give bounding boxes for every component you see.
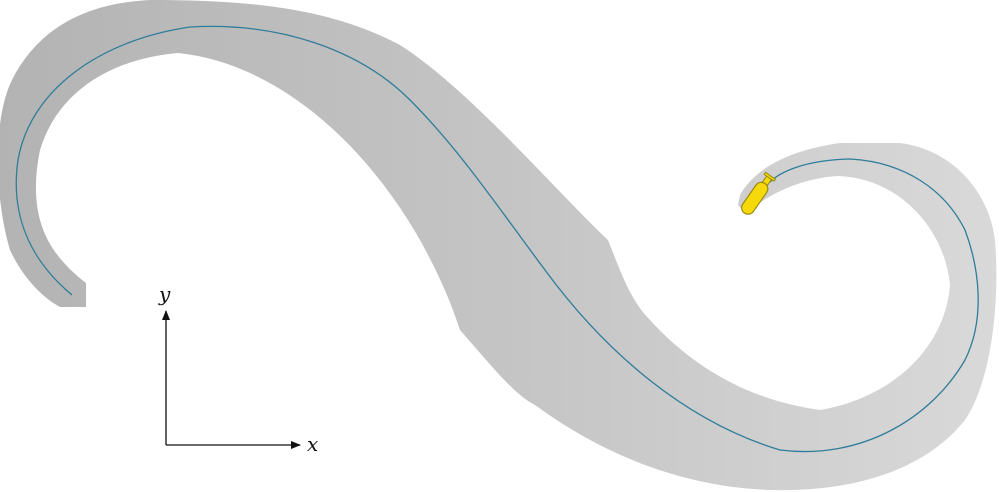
x-axis-label: x: [307, 432, 318, 456]
trajectory-centerline: [15, 25, 979, 453]
y-axis-label: y: [158, 282, 171, 306]
submarine-icon: [741, 171, 777, 215]
coordinate-axes: x y: [158, 282, 318, 456]
